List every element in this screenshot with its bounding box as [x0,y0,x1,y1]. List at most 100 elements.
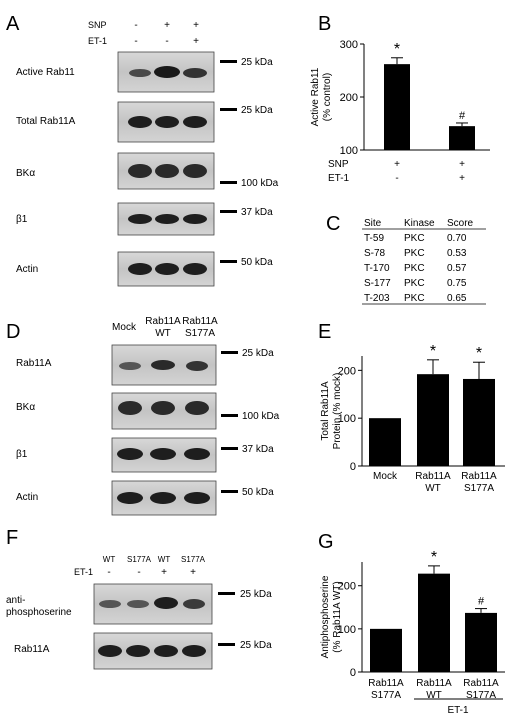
lane-label: Mock [112,322,137,333]
y-tick-label: 0 [350,461,356,473]
table-cell: S-78 [364,248,386,259]
bar [370,628,402,672]
blot-band [126,645,150,657]
y-axis-label: (% Rab11A WT) [332,581,343,653]
y-tick-label: 200 [338,365,356,377]
y-tick-label: 100 [338,624,356,636]
bar [465,612,497,672]
marker-dash [221,351,238,354]
y-tick-label: 200 [340,92,358,104]
et1-mark: + [161,567,167,578]
marker-dash [220,181,237,184]
blot-band [154,645,178,657]
marker-dash [220,60,237,63]
marker-label: 100 kDa [242,411,280,422]
significance-mark: # [459,110,466,122]
blot-band [128,263,152,275]
table-cell: T-203 [364,293,390,304]
blot-band [155,263,179,275]
lane-label: Rab11A [182,316,218,327]
table-cell: PKC [404,278,425,289]
blot-band [185,401,209,415]
blot-band [183,116,207,128]
category-label: S177A [464,483,494,494]
et1-mark: + [193,36,199,47]
panel-e: E 0 100 200 Total Rab11A Protein (% mock) Moc… [318,321,505,494]
group-label: ET-1 [447,705,469,716]
blot-band [151,360,175,370]
bar [418,573,450,672]
table-header: Score [447,218,474,229]
lane-label: S177A [127,555,152,564]
table-cell: 0.53 [447,248,467,259]
significance-mark: # [478,596,485,608]
et1-mark: - [165,36,168,47]
table-cell: 0.65 [447,293,467,304]
y-tick-label: 200 [338,581,356,593]
category-label: WT [426,690,442,701]
y-axis-label: Total Rab11A [320,381,331,441]
panel-letter: F [6,527,18,549]
marker-dash [221,490,238,493]
marker-label: 37 kDa [241,207,273,218]
table-cell: PKC [404,263,425,274]
table-header: Site [364,218,382,229]
table-row: S-177 PKC 0.75 [364,278,467,289]
marker-dash [218,592,235,595]
lane-label: Rab11A [145,316,181,327]
blot-band [128,116,152,128]
blot-band [182,645,206,657]
et1-label: ET-1 [88,36,107,46]
category-label: Rab11A [415,471,451,482]
marker-label: 25 kDa [240,640,272,651]
snp-label: SNP [88,20,107,30]
table-cell: T-59 [364,233,384,244]
marker-label: 37 kDa [242,444,274,455]
et1-label: ET-1 [74,567,93,577]
blot-label: BKα [16,168,35,179]
panel-letter: E [318,321,331,343]
y-tick-label: 100 [340,145,358,157]
blot-band [127,600,149,608]
et1-mark: - [107,567,110,578]
significance-mark: * [430,343,436,360]
blot-band [118,401,142,415]
table-cell: 0.75 [447,278,467,289]
blot-band [128,164,152,178]
table-cell: S-177 [364,278,391,289]
blot-band [128,214,152,224]
table-cell: PKC [404,248,425,259]
blot-band [183,263,207,275]
table-cell: 0.57 [447,263,467,274]
blot-band [154,597,178,609]
blot-band [186,361,208,371]
blot-band [151,401,175,415]
marker-label: 100 kDa [241,178,279,189]
bar [384,64,410,150]
panel-a: A SNP - + + ET-1 - - + Active Rab11 25 k… [6,13,279,287]
blot-band [184,492,210,504]
table-row: S-78 PKC 0.53 [364,248,467,259]
snp-mark: + [164,20,170,31]
marker-label: 50 kDa [242,487,274,498]
panel-b: B 100 200 300 Active Rab11 (% control) * # SNP +… [310,13,490,184]
blot-band [183,599,205,609]
table-row: T-170 PKC 0.57 [364,263,467,274]
lane-label: WT [103,555,116,564]
panel-letter: G [318,531,334,553]
y-axis-label: (% control) [322,73,333,121]
significance-mark: * [476,345,482,362]
marker-label: 50 kDa [241,257,273,268]
blot-band [129,69,151,77]
blot-label: BKα [16,402,35,413]
blot-label: Total Rab11A [16,116,76,127]
marker-label: 25 kDa [241,57,273,68]
blot-band [150,448,176,460]
significance-mark: * [431,549,437,566]
blot-band [117,492,143,504]
lane-label: WT [158,555,171,564]
marker-label: 25 kDa [242,348,274,359]
blot-band [99,600,121,608]
category-label: S177A [371,690,401,701]
